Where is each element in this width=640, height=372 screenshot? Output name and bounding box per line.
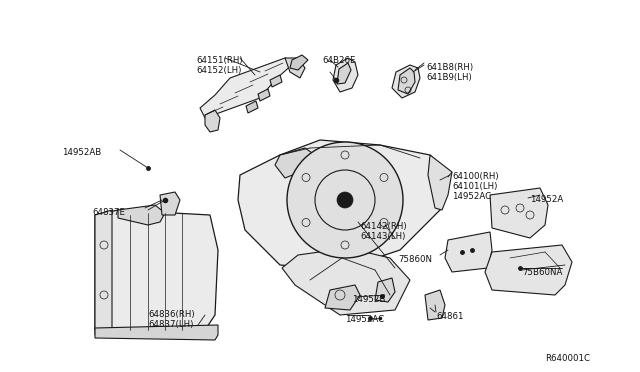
Text: 14952AC: 14952AC [345, 315, 384, 324]
Polygon shape [337, 63, 351, 84]
Text: 641B8(RH): 641B8(RH) [426, 63, 473, 72]
Text: 64837E: 64837E [92, 208, 125, 217]
Polygon shape [118, 205, 165, 225]
Circle shape [337, 192, 353, 208]
Text: 75B60NA: 75B60NA [522, 268, 563, 277]
Text: 14952A: 14952A [530, 195, 563, 204]
Text: 64836(RH): 64836(RH) [148, 310, 195, 319]
Polygon shape [258, 89, 270, 101]
Polygon shape [95, 325, 218, 340]
Polygon shape [485, 245, 572, 295]
Polygon shape [275, 148, 315, 178]
Polygon shape [238, 140, 450, 270]
Text: 14952AC: 14952AC [452, 192, 491, 201]
Polygon shape [282, 248, 410, 315]
Polygon shape [95, 210, 112, 335]
Polygon shape [398, 68, 415, 94]
Text: 64837(LH): 64837(LH) [148, 320, 193, 329]
Polygon shape [285, 58, 305, 78]
Text: R640001C: R640001C [545, 354, 590, 363]
Text: 75860N: 75860N [398, 255, 432, 264]
Polygon shape [333, 58, 358, 92]
Text: 64151(RH): 64151(RH) [196, 56, 243, 65]
Polygon shape [205, 110, 220, 132]
Text: 64861: 64861 [436, 312, 463, 321]
Text: 64B26E: 64B26E [322, 56, 355, 65]
Text: 64142(RH): 64142(RH) [360, 222, 406, 231]
Text: 64101(LH): 64101(LH) [452, 182, 497, 191]
Text: 64152(LH): 64152(LH) [196, 66, 241, 75]
Text: 64100(RH): 64100(RH) [452, 172, 499, 181]
Polygon shape [270, 75, 282, 87]
Text: 14952AB: 14952AB [62, 148, 101, 157]
Text: 14952B: 14952B [352, 295, 385, 304]
Polygon shape [445, 232, 492, 272]
Polygon shape [95, 210, 218, 335]
Polygon shape [246, 101, 258, 113]
Polygon shape [490, 188, 548, 238]
Polygon shape [200, 58, 295, 118]
Polygon shape [428, 155, 452, 210]
Polygon shape [160, 192, 180, 215]
Polygon shape [290, 55, 308, 70]
Polygon shape [325, 285, 360, 310]
Polygon shape [425, 290, 445, 320]
Polygon shape [375, 278, 395, 302]
Circle shape [287, 142, 403, 258]
Text: 64143(LH): 64143(LH) [360, 232, 405, 241]
Text: 641B9(LH): 641B9(LH) [426, 73, 472, 82]
Polygon shape [392, 65, 420, 98]
